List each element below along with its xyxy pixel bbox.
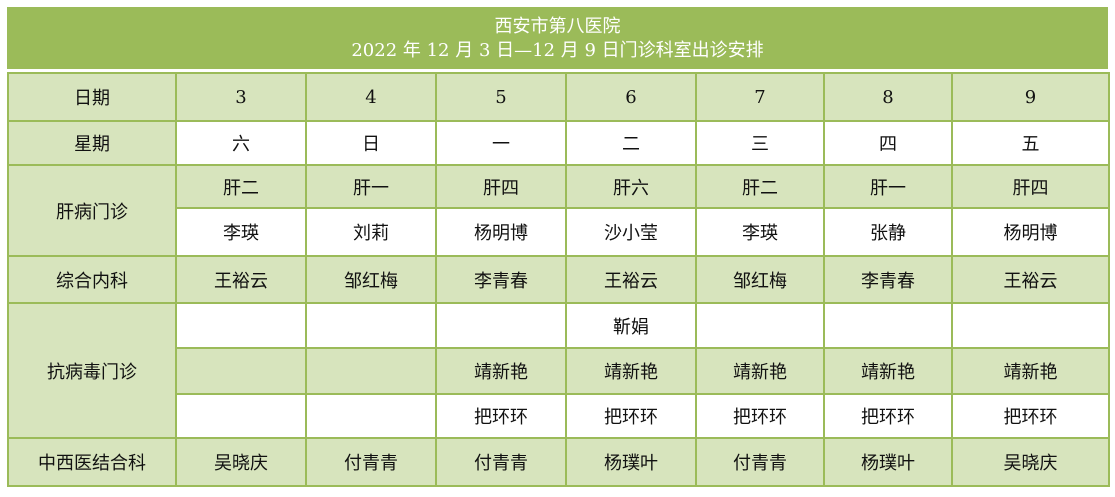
schedule-cell: 肝四	[435, 164, 567, 209]
schedule-cell: 把环环	[435, 393, 567, 439]
schedule-cell: 一	[435, 120, 567, 166]
schedule-table: 日期 3 4 5 6 7 8 9 星期六日一二三四五肝病门诊 肝二 肝一 肝四 肝六 肝二 肝一 肝四 李瑛 刘莉…	[7, 72, 1110, 487]
schedule-cell: 王裕云	[565, 255, 697, 304]
schedule-cell: 三	[695, 120, 825, 166]
schedule-cell: 六	[175, 120, 307, 166]
schedule-cell	[175, 347, 307, 395]
tcm-row: 中西医结合科 吴晓庆 付青青 付青青 杨璞叶 付青青 杨璞叶 吴晓庆	[7, 437, 1110, 487]
title-banner: 西安市第八医院 2022 年 12 月 3 日—12 月 9 日门诊科室出诊安排	[7, 7, 1108, 72]
schedule-cell	[305, 302, 437, 349]
schedule-cell: 靖新艳	[823, 347, 953, 395]
schedule-cell: 靖新艳	[565, 347, 697, 395]
schedule-cell: 五	[951, 120, 1110, 166]
schedule-cell: 把环环	[951, 393, 1110, 439]
weekday-row: 星期六日一二三四五	[7, 120, 1110, 166]
schedule-cell: 4	[305, 72, 437, 122]
schedule-cell: 王裕云	[175, 255, 307, 304]
row-label: 综合内科	[7, 255, 177, 304]
schedule-cell: 吴晓庆	[951, 437, 1110, 487]
internal-row: 综合内科 王裕云 邹红梅 李青春 王裕云 邹红梅 李青春 王裕云	[7, 255, 1110, 304]
schedule-cell: 沙小莹	[565, 207, 697, 257]
schedule-cell: 吴晓庆	[175, 437, 307, 487]
schedule-cell: 5	[435, 72, 567, 122]
schedule-cell: 7	[695, 72, 825, 122]
schedule-cell: 肝四	[951, 164, 1110, 209]
schedule-cell	[305, 393, 437, 439]
schedule-cell: 付青青	[435, 437, 567, 487]
schedule-cell: 把环环	[565, 393, 697, 439]
schedule-cell: 3	[175, 72, 307, 122]
schedule-cell: 邹红梅	[695, 255, 825, 304]
schedule-cell: 杨璞叶	[823, 437, 953, 487]
row-label: 中西医结合科	[7, 437, 177, 487]
antiviral-row-2: 靖新艳 靖新艳 靖新艳 靖新艳 靖新艳	[8, 347, 1110, 395]
row-label: 星期	[7, 120, 177, 166]
schedule-cell	[951, 302, 1110, 349]
schedule-cell	[175, 302, 307, 349]
antiviral-row-1: 抗病毒门诊 靳娟	[7, 302, 1110, 439]
row-label: 日期	[7, 72, 177, 122]
schedule-cell	[823, 302, 953, 349]
schedule-cell: 肝一	[305, 164, 437, 209]
liver-room-row: 肝病门诊 肝二 肝一 肝四 肝六 肝二 肝一 肝四	[7, 164, 1110, 257]
schedule-cell: 张静	[823, 207, 953, 257]
schedule-cell: 肝一	[823, 164, 953, 209]
schedule-cell: 靖新艳	[695, 347, 825, 395]
schedule-cell: 日	[305, 120, 437, 166]
schedule-cell: 把环环	[823, 393, 953, 439]
schedule-cell: 李瑛	[695, 207, 825, 257]
schedule-cell	[305, 347, 437, 395]
liver-doctor-row: 李瑛 刘莉 杨明博 沙小莹 李瑛 张静 杨明博	[8, 207, 1110, 257]
schedule-cell: 李青春	[435, 255, 567, 304]
schedule-cell: 王裕云	[951, 255, 1110, 304]
antiviral-row-3: 把环环 把环环 把环环 把环环 把环环	[8, 393, 1110, 439]
schedule-subtitle: 2022 年 12 月 3 日—12 月 9 日门诊科室出诊安排	[351, 40, 764, 61]
schedule-cell	[175, 393, 307, 439]
schedule-cell: 杨明博	[435, 207, 567, 257]
schedule-cell: 邹红梅	[305, 255, 437, 304]
schedule-cell: 杨明博	[951, 207, 1110, 257]
schedule-cell: 把环环	[695, 393, 825, 439]
schedule-cell: 肝二	[175, 164, 307, 209]
row-label: 肝病门诊	[7, 164, 177, 257]
schedule-cell	[435, 302, 567, 349]
schedule-cell: 8	[823, 72, 953, 122]
row-label: 抗病毒门诊	[7, 302, 177, 439]
schedule-cell: 付青青	[695, 437, 825, 487]
schedule-cell: 肝六	[565, 164, 697, 209]
schedule-cell: 四	[823, 120, 953, 166]
schedule-cell: 杨璞叶	[565, 437, 697, 487]
schedule-cell: 付青青	[305, 437, 437, 487]
schedule-cell: 9	[951, 72, 1110, 122]
schedule-cell: 靳娟	[565, 302, 697, 349]
schedule-cell: 刘莉	[305, 207, 437, 257]
date-row: 日期 3 4 5 6 7 8 9	[7, 72, 1110, 122]
schedule-cell	[695, 302, 825, 349]
schedule-cell: 李瑛	[175, 207, 307, 257]
schedule-cell: 靖新艳	[951, 347, 1110, 395]
schedule-cell: 6	[565, 72, 697, 122]
schedule: 西安市第八医院 2022 年 12 月 3 日—12 月 9 日门诊科室出诊安排…	[7, 7, 1110, 487]
schedule-cell: 靖新艳	[435, 347, 567, 395]
schedule-cell: 肝二	[695, 164, 825, 209]
schedule-cell: 二	[565, 120, 697, 166]
hospital-name: 西安市第八医院	[494, 16, 621, 37]
schedule-cell: 李青春	[823, 255, 953, 304]
